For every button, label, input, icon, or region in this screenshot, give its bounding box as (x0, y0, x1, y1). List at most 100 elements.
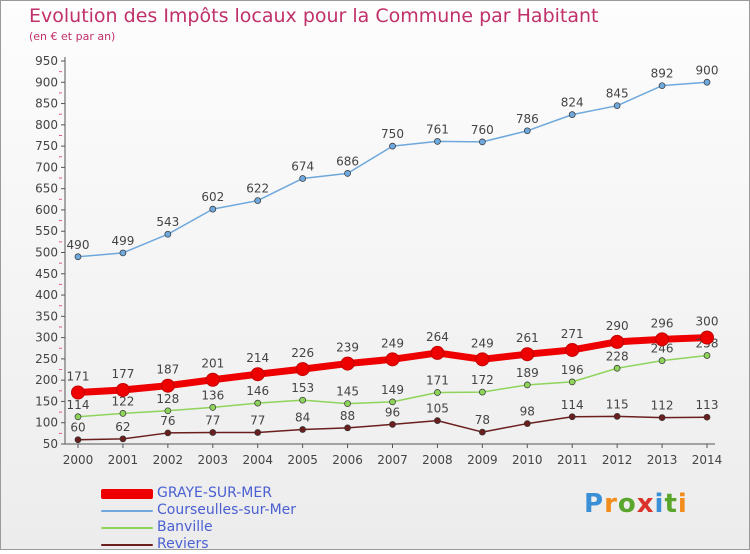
data-point-graye-sur-mer (430, 345, 445, 360)
data-point-courseulles-sur-mer (254, 197, 262, 204)
data-point-courseulles-sur-mer (613, 102, 621, 110)
data-point-courseulles-sur-mer (568, 111, 576, 118)
data-point-banville (119, 410, 127, 417)
data-label-graye-sur-mer: 249 (381, 336, 404, 350)
y-tick-label: 400 (35, 288, 58, 302)
x-tick-label: 2001 (108, 453, 139, 467)
data-label-banville: 228 (606, 349, 629, 363)
data-point-reviers (434, 417, 441, 424)
data-label-reviers: 76 (160, 414, 175, 428)
y-tick-label: 750 (35, 139, 58, 153)
data-point-banville (254, 399, 262, 407)
data-point-courseulles-sur-mer (119, 249, 127, 257)
data-point-graye-sur-mer (71, 385, 85, 400)
y-tick-label: 100 (35, 416, 58, 430)
data-label-reviers: 96 (385, 405, 400, 419)
data-label-banville: 146 (246, 384, 269, 398)
data-label-reviers: 112 (651, 399, 674, 413)
data-label-courseulles-sur-mer: 602 (201, 190, 224, 204)
x-tick-label: 2000 (63, 453, 94, 467)
legend-swatch (101, 527, 153, 529)
legend-label: Banville (157, 519, 213, 535)
data-point-graye-sur-mer (565, 342, 580, 357)
data-point-banville (613, 364, 621, 372)
data-point-reviers (299, 426, 306, 433)
data-point-graye-sur-mer (295, 362, 310, 377)
data-label-graye-sur-mer: 214 (246, 351, 269, 365)
data-point-banville (74, 413, 82, 421)
data-point-reviers (658, 414, 666, 421)
legend-swatch (101, 489, 153, 499)
data-point-banville (479, 388, 486, 396)
data-point-graye-sur-mer (700, 330, 714, 345)
proxiti-logo: Proxiti (584, 489, 688, 519)
data-label-banville: 122 (111, 394, 134, 408)
data-label-reviers: 88 (340, 409, 355, 423)
x-tick-label: 2008 (422, 453, 453, 467)
x-tick-label: 2009 (467, 453, 498, 467)
data-point-banville (658, 357, 666, 364)
y-tick-label: 50 (43, 437, 58, 451)
data-point-graye-sur-mer (205, 372, 220, 387)
data-point-courseulles-sur-mer (434, 138, 441, 145)
y-tick-label: 700 (35, 160, 58, 174)
data-label-reviers: 60 (70, 421, 85, 435)
x-tick-label: 2005 (287, 453, 318, 467)
data-label-courseulles-sur-mer: 622 (246, 182, 269, 196)
data-point-graye-sur-mer (610, 334, 625, 349)
data-label-graye-sur-mer: 201 (201, 357, 224, 371)
data-label-banville: 145 (336, 385, 359, 399)
data-label-reviers: 115 (606, 397, 629, 411)
data-point-banville (344, 400, 351, 407)
data-point-courseulles-sur-mer (389, 142, 396, 150)
data-point-reviers (74, 436, 82, 444)
data-label-courseulles-sur-mer: 786 (516, 112, 539, 126)
data-point-banville (434, 389, 441, 396)
x-tick-label: 2003 (198, 453, 229, 467)
data-point-reviers (344, 424, 351, 432)
data-label-courseulles-sur-mer: 674 (291, 159, 314, 173)
data-point-graye-sur-mer (115, 382, 130, 397)
data-point-reviers (119, 435, 127, 443)
y-tick-label: 800 (35, 118, 58, 132)
data-point-reviers (254, 429, 262, 436)
x-tick-label: 2011 (557, 453, 588, 467)
data-point-reviers (613, 412, 621, 420)
data-label-courseulles-sur-mer: 686 (336, 154, 359, 168)
data-label-courseulles-sur-mer: 750 (381, 127, 404, 141)
data-point-reviers (479, 428, 486, 436)
data-point-graye-sur-mer (520, 347, 535, 362)
data-point-courseulles-sur-mer (479, 138, 486, 146)
data-point-courseulles-sur-mer (164, 230, 172, 238)
data-point-banville (523, 381, 531, 389)
data-label-graye-sur-mer: 296 (651, 316, 674, 330)
data-label-graye-sur-mer: 271 (561, 327, 584, 341)
data-label-reviers: 98 (520, 405, 535, 419)
x-tick-label: 2012 (602, 453, 633, 467)
data-label-courseulles-sur-mer: 892 (651, 67, 674, 81)
y-tick-label: 500 (35, 246, 58, 260)
data-point-courseulles-sur-mer (703, 78, 711, 86)
data-point-graye-sur-mer (385, 352, 400, 367)
legend-label: GRAYE-SUR-MER (157, 485, 272, 501)
data-point-banville (164, 407, 172, 415)
data-point-courseulles-sur-mer (523, 127, 531, 135)
data-label-reviers: 77 (205, 414, 220, 428)
data-label-graye-sur-mer: 187 (156, 363, 179, 377)
data-label-courseulles-sur-mer: 543 (156, 215, 179, 229)
data-point-banville (389, 398, 396, 406)
data-label-courseulles-sur-mer: 845 (606, 87, 629, 101)
data-point-banville (703, 352, 711, 359)
data-label-graye-sur-mer: 239 (336, 341, 359, 355)
data-point-banville (299, 396, 306, 404)
x-tick-label: 2014 (692, 453, 723, 467)
data-label-courseulles-sur-mer: 490 (67, 238, 90, 252)
data-label-reviers: 113 (696, 398, 719, 412)
data-label-reviers: 84 (295, 411, 310, 425)
data-label-graye-sur-mer: 290 (606, 319, 629, 333)
x-tick-label: 2010 (512, 453, 543, 467)
data-label-banville: 189 (516, 366, 539, 380)
x-tick-label: 2007 (377, 453, 408, 467)
y-tick-label: 200 (35, 373, 58, 387)
